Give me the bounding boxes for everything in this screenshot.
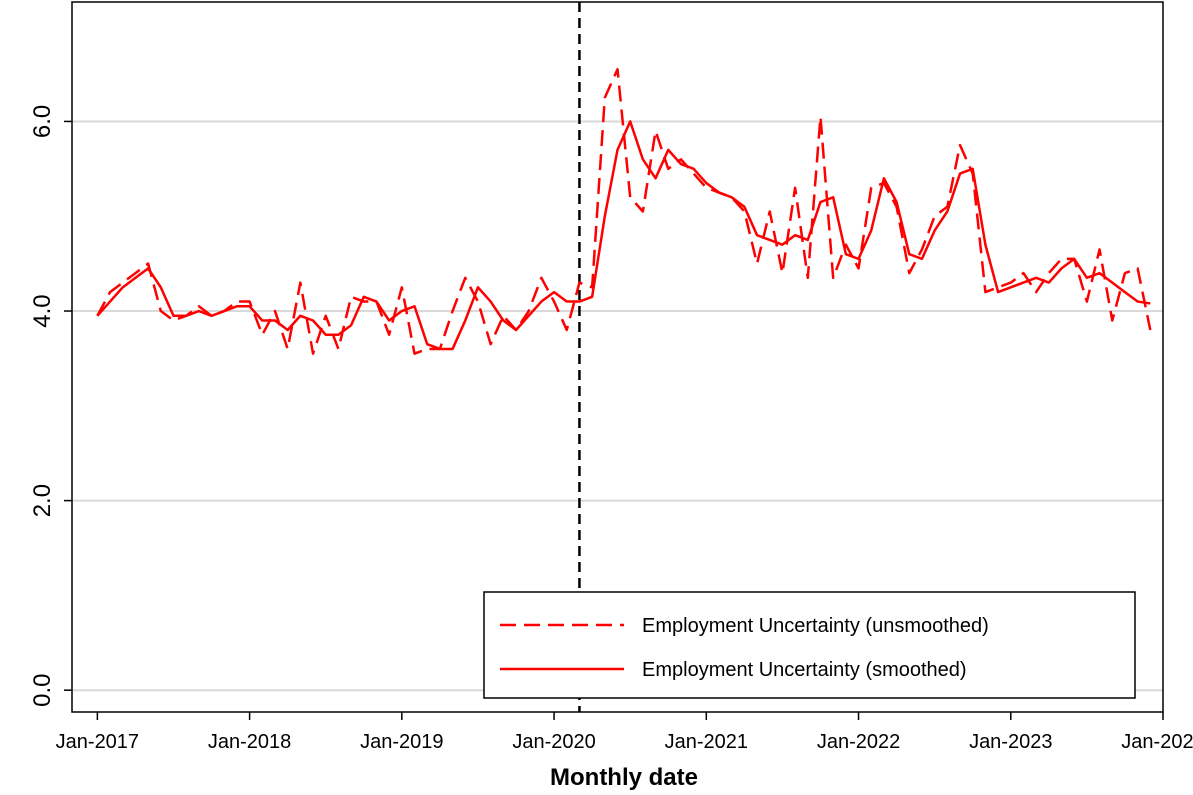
legend-label: Employment Uncertainty (smoothed) [642, 659, 967, 681]
x-axis-label: Monthly date [550, 764, 698, 791]
plot-frame [71, 1, 1164, 713]
y-tick-label: 2.0 [29, 484, 56, 517]
legend-box [483, 591, 1136, 699]
x-tick-label: Jan-2018 [208, 731, 291, 753]
series-line [96, 120, 1151, 351]
y-tick-label: 4.0 [29, 294, 56, 327]
x-tick-label: Jan-2017 [56, 731, 139, 753]
legend-label: Employment Uncertainty (unsmoothed) [642, 615, 989, 637]
y-tick-label: 0.0 [29, 674, 56, 707]
y-tick-label: 6.0 [29, 105, 56, 138]
x-tick-label: Jan-2022 [817, 731, 900, 753]
x-tick-label: Jan-2020 [512, 731, 595, 753]
x-tick-label: Jan-2024 [1121, 731, 1193, 753]
x-tick-label: Jan-2021 [665, 731, 748, 753]
x-tick-label: Jan-2023 [969, 731, 1052, 753]
x-tick-label: Jan-2019 [360, 731, 443, 753]
series-line [96, 68, 1152, 355]
